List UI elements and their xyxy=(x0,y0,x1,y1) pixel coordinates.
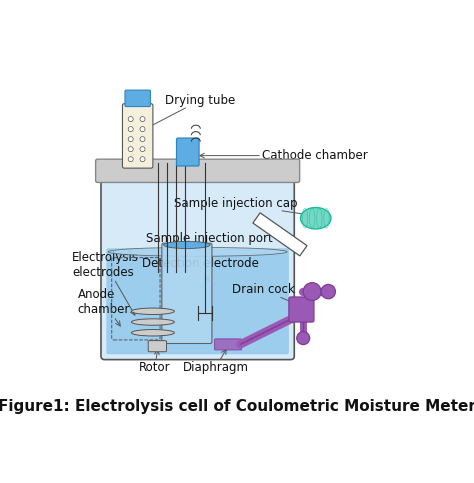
Circle shape xyxy=(140,116,145,122)
Circle shape xyxy=(128,156,133,162)
Ellipse shape xyxy=(108,247,287,256)
Text: Sample injection port: Sample injection port xyxy=(146,232,287,245)
Circle shape xyxy=(128,116,133,122)
Ellipse shape xyxy=(301,208,331,229)
FancyBboxPatch shape xyxy=(106,248,289,354)
Circle shape xyxy=(140,127,145,132)
Ellipse shape xyxy=(131,329,174,336)
FancyBboxPatch shape xyxy=(289,297,314,322)
Circle shape xyxy=(140,137,145,142)
Text: Anode
chamber: Anode chamber xyxy=(78,288,130,326)
Text: Figure1: Electrolysis cell of Coulometric Moisture Meter: Figure1: Electrolysis cell of Coulometri… xyxy=(0,398,474,413)
Text: Diaphragm: Diaphragm xyxy=(182,349,248,374)
Circle shape xyxy=(128,127,133,132)
Circle shape xyxy=(140,156,145,162)
Ellipse shape xyxy=(131,308,174,314)
FancyBboxPatch shape xyxy=(96,159,300,183)
Ellipse shape xyxy=(131,319,174,325)
Text: Cathode chamber: Cathode chamber xyxy=(200,149,368,162)
FancyBboxPatch shape xyxy=(162,243,212,343)
Circle shape xyxy=(128,147,133,152)
Text: Electrolysis
electrodes: Electrolysis electrodes xyxy=(73,251,139,315)
FancyBboxPatch shape xyxy=(214,339,242,350)
Circle shape xyxy=(321,284,336,299)
Text: Drain cock: Drain cock xyxy=(231,284,301,307)
Circle shape xyxy=(128,137,133,142)
Circle shape xyxy=(297,332,310,344)
Text: Drying tube: Drying tube xyxy=(142,94,236,130)
FancyBboxPatch shape xyxy=(148,341,166,352)
Text: Detection electrode: Detection electrode xyxy=(142,257,258,281)
FancyBboxPatch shape xyxy=(122,104,153,168)
FancyBboxPatch shape xyxy=(176,138,199,166)
Text: Rotor: Rotor xyxy=(139,350,171,374)
Text: Sample injection cap: Sample injection cap xyxy=(174,198,316,217)
Circle shape xyxy=(303,283,321,300)
FancyBboxPatch shape xyxy=(101,166,294,360)
Ellipse shape xyxy=(164,242,210,249)
FancyBboxPatch shape xyxy=(125,90,150,107)
Circle shape xyxy=(140,147,145,152)
Polygon shape xyxy=(253,213,307,256)
